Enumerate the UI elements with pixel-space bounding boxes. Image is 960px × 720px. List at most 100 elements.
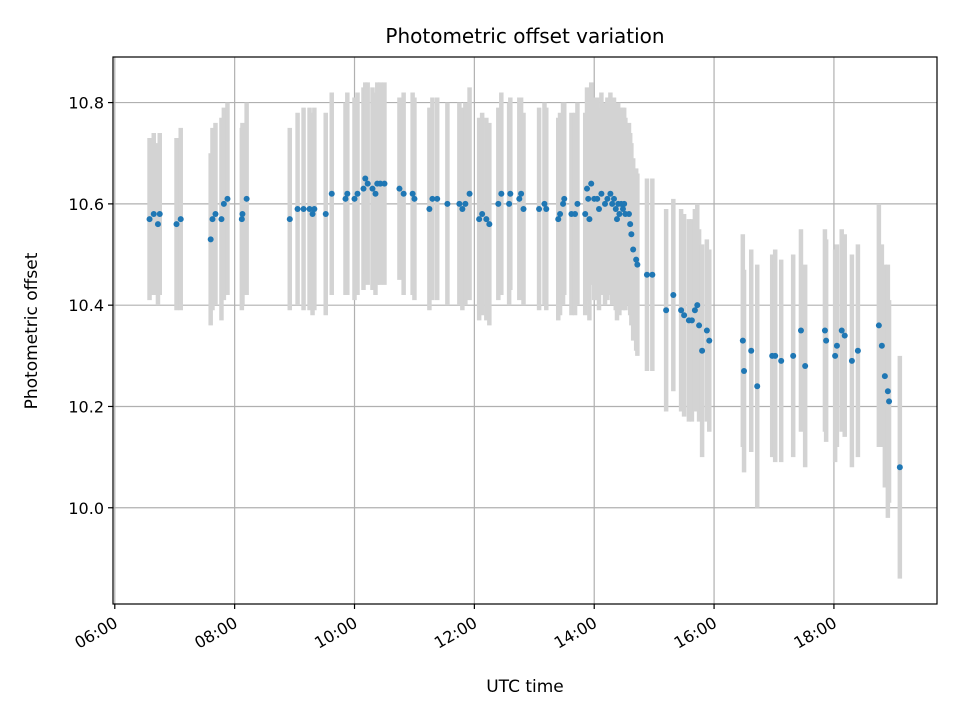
data-point: [541, 200, 548, 207]
data-point: [630, 246, 637, 253]
data-point: [612, 205, 619, 212]
data-point: [156, 211, 163, 218]
data-point: [584, 185, 591, 192]
data-point: [748, 347, 755, 354]
data-point: [572, 211, 579, 218]
plot-frame: [112, 56, 938, 605]
data-point: [486, 221, 493, 228]
data-point: [360, 185, 367, 192]
data-point: [582, 211, 589, 218]
data-point: [613, 216, 620, 223]
data-point: [434, 195, 441, 202]
data-point: [396, 185, 403, 192]
data-point: [400, 190, 407, 197]
data-point: [294, 205, 301, 212]
data-point: [703, 327, 710, 334]
data-point: [300, 205, 307, 212]
data-point: [516, 195, 523, 202]
data-point: [838, 327, 845, 334]
data-point: [362, 175, 369, 182]
data-point: [621, 200, 628, 207]
data-point: [536, 205, 543, 212]
data-point: [797, 327, 804, 334]
data-point: [444, 200, 451, 207]
data-point: [628, 231, 635, 238]
data-point: [610, 195, 617, 202]
data-point: [309, 211, 316, 218]
data-point: [555, 216, 562, 223]
data-point: [520, 205, 527, 212]
data-point: [411, 195, 418, 202]
y-tick-label: 10.8: [68, 94, 104, 113]
data-point: [594, 195, 601, 202]
data-point: [832, 352, 839, 359]
data-point: [633, 256, 640, 263]
data-point: [699, 347, 706, 354]
data-point: [884, 388, 891, 395]
data-point: [833, 342, 840, 349]
y-tick-label: 10.0: [68, 499, 104, 518]
data-point: [609, 200, 616, 207]
data-point: [224, 195, 231, 202]
data-point: [739, 337, 746, 344]
data-points: [146, 175, 903, 471]
data-point: [881, 373, 888, 380]
data-point: [409, 190, 416, 197]
data-point: [878, 342, 885, 349]
data-point: [426, 205, 433, 212]
data-point: [616, 211, 623, 218]
y-tick-label: 10.2: [68, 397, 104, 416]
data-point: [875, 322, 882, 329]
data-point: [369, 185, 376, 192]
data-point: [560, 200, 567, 207]
data-point: [311, 205, 318, 212]
data-point: [377, 180, 384, 187]
data-point: [498, 190, 505, 197]
data-point: [741, 368, 748, 375]
data-point: [706, 337, 713, 344]
data-point: [429, 195, 436, 202]
data-point: [150, 211, 157, 218]
data-point: [238, 216, 245, 223]
data-point: [462, 200, 469, 207]
chart-title: Photometric offset variation: [385, 24, 664, 48]
data-point: [286, 216, 293, 223]
data-point: [627, 221, 634, 228]
data-point: [322, 211, 329, 218]
data-point: [896, 464, 903, 471]
data-point: [328, 190, 335, 197]
data-point: [848, 357, 855, 364]
data-point: [607, 190, 614, 197]
data-point: [802, 362, 809, 369]
y-tick-label: 10.4: [68, 296, 104, 315]
data-point: [694, 302, 701, 309]
data-point: [561, 195, 568, 202]
data-point: [220, 200, 227, 207]
data-point: [696, 322, 703, 329]
data-point: [586, 216, 593, 223]
data-point: [670, 292, 677, 299]
data-point: [495, 200, 502, 207]
data-point: [351, 195, 358, 202]
data-point: [306, 205, 313, 212]
data-point: [754, 383, 761, 390]
data-point: [634, 261, 641, 268]
data-point: [218, 216, 225, 223]
data-point: [688, 317, 695, 324]
data-point: [778, 357, 785, 364]
data-point: [243, 195, 250, 202]
data-point: [173, 221, 180, 228]
y-tick-label: 10.6: [68, 195, 104, 214]
data-point: [588, 180, 595, 187]
data-point: [643, 271, 650, 278]
data-point: [479, 211, 486, 218]
data-point: [886, 398, 893, 405]
y-axis-ticks: 10.0 10.2 10.4 10.6 10.8: [68, 94, 113, 518]
data-point: [772, 352, 779, 359]
data-point: [207, 236, 214, 243]
data-point: [354, 190, 361, 197]
data-point: [585, 195, 592, 202]
data-point: [604, 195, 611, 202]
data-point: [854, 347, 861, 354]
